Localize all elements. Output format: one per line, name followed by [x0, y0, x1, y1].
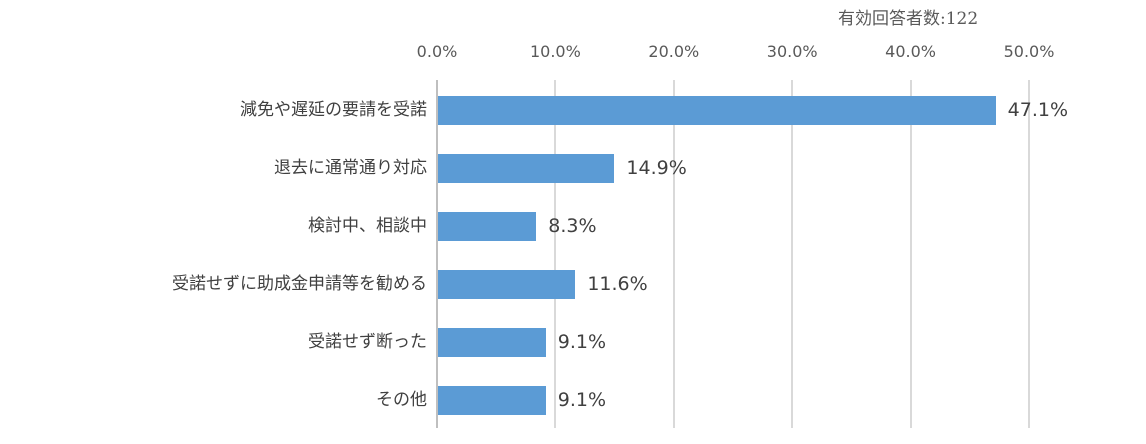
category-label: 退去に通常通り対応 — [274, 158, 427, 178]
bar-value-label: 14.9% — [626, 157, 687, 179]
gridline — [554, 80, 557, 428]
x-axis-tick-label: 0.0% — [416, 42, 458, 61]
gridline — [1028, 80, 1030, 428]
x-axis-tick-label: 20.0% — [648, 42, 700, 61]
bar-chart-plot-area: 0.0% 10.0% 20.0% 30.0% 40.0% 50.0% 減免や遅延の要請を受諾… — [172, 42, 1137, 428]
category-label: 検討中、相談中 — [308, 216, 427, 236]
gridline — [909, 80, 912, 428]
x-axis-tick-label: 30.0% — [766, 42, 818, 61]
bar — [438, 328, 546, 357]
category-label: 受諾せず断った — [308, 332, 427, 352]
bar — [438, 96, 996, 125]
category-label: 受諾せずに助成金申請等を勧める — [172, 274, 427, 294]
category-label: 減免や遅延の要請を受諾 — [240, 100, 427, 120]
x-axis-tick-label: 40.0% — [885, 42, 937, 61]
category-label: その他 — [376, 390, 427, 410]
respondent-count-annotation: 有効回答者数:122 — [838, 9, 979, 29]
bar — [438, 386, 546, 415]
bar-value-label: 9.1% — [557, 389, 607, 411]
bar — [438, 270, 576, 299]
bar — [438, 154, 615, 183]
bar-value-label: 47.1% — [1007, 99, 1069, 121]
gridline — [791, 80, 794, 428]
x-axis-tick-label: 10.0% — [529, 42, 581, 61]
x-axis-tick-label: 50.0% — [1003, 42, 1055, 61]
category-axis-line — [436, 80, 438, 428]
bar-value-label: 9.1% — [557, 331, 607, 353]
gridline — [672, 80, 675, 428]
bar-value-label: 11.6% — [587, 273, 648, 295]
bar — [438, 212, 537, 241]
bar-value-label: 8.3% — [548, 215, 597, 237]
